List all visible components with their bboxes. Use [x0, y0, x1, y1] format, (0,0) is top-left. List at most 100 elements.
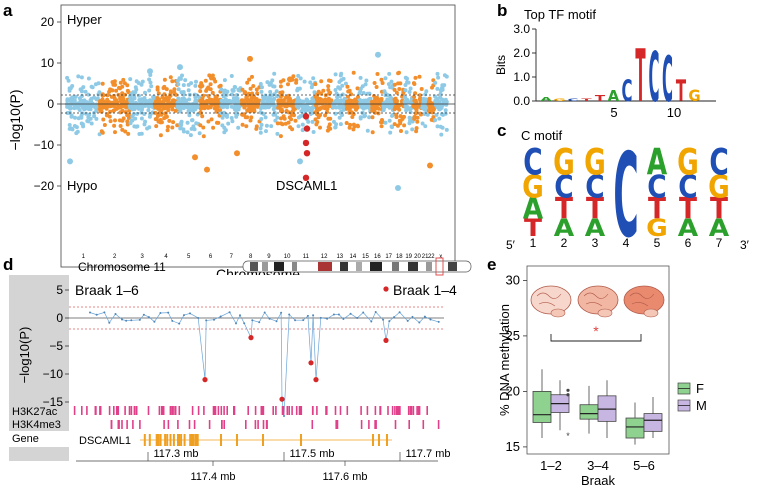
manhattan-point [136, 81, 141, 85]
manhattan-point [319, 99, 324, 104]
chromosome-tick-label: 21 [422, 254, 429, 260]
h3k27ac-peak [291, 406, 293, 415]
manhattan-point [226, 121, 231, 126]
c-motif-title: C motif [521, 128, 563, 143]
manhattan-point [295, 87, 300, 92]
h3k4me3-peak [208, 420, 211, 429]
signal-line [89, 311, 439, 417]
manhattan-point [326, 116, 331, 121]
manhattan-point [433, 118, 438, 123]
chromosome-tick-label: 16 [374, 254, 381, 260]
manhattan-point [205, 87, 210, 92]
h3k27ac-peak [217, 406, 220, 415]
h3k27ac-peak [169, 406, 172, 415]
manhattan-point [377, 97, 382, 102]
manhattan-point [274, 89, 279, 94]
h3k27ac-peak [260, 406, 263, 415]
manhattan-point [310, 105, 315, 110]
manhattan-point [259, 117, 264, 121]
b-y-tick-label: 2.0 [513, 46, 530, 60]
manhattan-point [387, 104, 392, 109]
manhattan-point [347, 98, 352, 103]
chromosome-tick-label: 2 [113, 254, 117, 260]
manhattan-point [159, 120, 164, 125]
manhattan-point [206, 119, 211, 124]
manhattan-point [347, 105, 352, 110]
manhattan-point [430, 85, 434, 90]
manhattan-point [114, 88, 119, 93]
manhattan-point [360, 84, 365, 89]
c-position-label: 5 [654, 236, 661, 250]
h3k27ac-peak [396, 406, 398, 415]
h3k27ac-peak [212, 406, 215, 415]
manhattan-point [94, 116, 99, 121]
d-axis-tick-label: 117.3 mb [153, 448, 198, 460]
c-logo-letter-c: C [678, 168, 697, 205]
gene-exon [177, 434, 179, 446]
manhattan-point [154, 124, 159, 129]
h3k27ac-peak [135, 406, 138, 415]
chromosome-tick-label: 12 [321, 254, 328, 260]
manhattan-point [425, 112, 430, 117]
h3k4me3-peak [118, 420, 120, 429]
manhattan-point [418, 96, 423, 101]
chromosome-tick-label: 11 [303, 254, 310, 260]
motif-title: Top TF motif [524, 7, 596, 22]
h3k4me3-peak [188, 420, 191, 429]
e-y-label: % DNA methylation [497, 304, 512, 416]
gene-exon [386, 434, 388, 446]
manhattan-point [390, 113, 394, 118]
h3k27ac-peak [379, 406, 382, 415]
manhattan-point [267, 82, 272, 87]
manhattan-point [312, 90, 317, 95]
manhattan-point [184, 98, 189, 103]
manhattan-point [147, 125, 152, 130]
panel-letter-e: e [487, 255, 496, 274]
manhattan-point [327, 91, 332, 96]
manhattan-point [126, 116, 131, 120]
manhattan-point [332, 100, 337, 105]
manhattan-point [346, 94, 350, 99]
manhattan-point [343, 81, 348, 86]
manhattan-point [443, 97, 448, 102]
manhattan-point [96, 92, 101, 97]
manhattan-point [287, 96, 292, 101]
manhattan-point [251, 84, 256, 88]
manhattan-point [310, 119, 315, 124]
manhattan-point [76, 74, 81, 79]
e-y-ticks: 30 25 20 15 [506, 272, 527, 454]
dscaml1-point [303, 125, 311, 132]
manhattan-point [402, 99, 407, 104]
manhattan-point [181, 129, 186, 134]
manhattan-point [244, 96, 249, 101]
manhattan-point [72, 98, 77, 103]
manhattan-point [198, 111, 203, 115]
manhattan-point [255, 104, 260, 109]
ideogram-band [370, 262, 382, 271]
manhattan-outlier [192, 154, 198, 161]
brain-fold [583, 292, 609, 307]
manhattan-point [254, 126, 259, 131]
signal-point [429, 318, 432, 321]
chromosome-tick-label: x [439, 254, 442, 260]
manhattan-point [210, 90, 215, 95]
manhattan-point [413, 75, 418, 80]
manhattan-point [128, 95, 133, 100]
c-logo-letter-a: A [523, 191, 544, 226]
manhattan-point [125, 83, 130, 88]
signal-point [349, 312, 352, 315]
chromosome-tick-label: 9 [267, 254, 271, 260]
dscaml1-point [302, 113, 310, 120]
manhattan-point [439, 132, 444, 137]
manhattan-point [402, 114, 406, 119]
manhattan-point [81, 104, 86, 109]
manhattan-point [218, 108, 223, 113]
manhattan-point [176, 96, 181, 101]
manhattan-point [311, 76, 316, 81]
chromosome-tick-label: 4 [164, 254, 168, 260]
manhattan-point [324, 104, 329, 109]
manhattan-point [140, 79, 145, 84]
manhattan-point [176, 82, 181, 87]
h3k27ac-peak [295, 406, 298, 415]
h3k27ac-peak [416, 406, 418, 415]
